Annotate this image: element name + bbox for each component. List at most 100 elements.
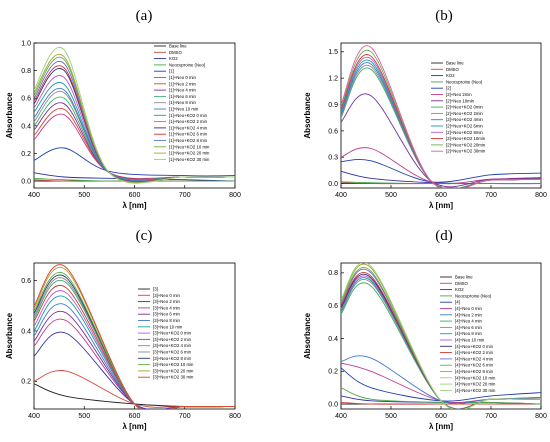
legend-entry: [1]+Neo+KO2 0 min bbox=[169, 113, 208, 118]
legend-entry: [4]+Neo+KO2 2 min bbox=[455, 350, 494, 355]
plot-frame bbox=[33, 262, 236, 410]
y-tick-label: 0.3 bbox=[328, 155, 338, 162]
series-line bbox=[34, 295, 235, 409]
legend-entry: [4]+Neo+KO2 10 min bbox=[455, 375, 496, 380]
series-line bbox=[341, 64, 541, 188]
y-tick-label: 0.8 bbox=[21, 68, 31, 75]
series-line bbox=[34, 267, 235, 409]
legend-entry: [3]+Neo 8 min bbox=[153, 318, 180, 323]
series-line bbox=[341, 59, 541, 188]
panel-label: (d) bbox=[435, 228, 453, 244]
y-tick-label: 1.2 bbox=[328, 76, 338, 83]
panel-label: (b) bbox=[435, 8, 453, 24]
legend-entry: [2]+Neo+KO2 10min bbox=[446, 136, 486, 141]
x-tick-label: 400 bbox=[28, 413, 40, 420]
x-tick-label: 700 bbox=[485, 413, 497, 420]
y-tick-label: 0.0 bbox=[21, 178, 31, 185]
y-tick-label: 0.8 bbox=[328, 270, 338, 277]
legend-entry: [1]+Neo 2 min bbox=[169, 81, 196, 86]
series-line bbox=[34, 383, 235, 408]
legend-entry: [4]+Neo+KO2 0 min bbox=[455, 344, 494, 349]
series-line bbox=[341, 362, 541, 404]
legend-entry: Neocuproine (Neo) bbox=[169, 62, 206, 67]
x-tick-label: 400 bbox=[335, 192, 347, 199]
x-tick-label: 800 bbox=[229, 192, 241, 199]
legend-entry: DMSO bbox=[446, 67, 460, 72]
legend-entry: [1] bbox=[169, 69, 174, 74]
series-line bbox=[34, 272, 235, 409]
y-tick-label: 0.2 bbox=[21, 151, 31, 158]
legend-entry: KO2 bbox=[446, 73, 455, 78]
series-line bbox=[34, 310, 235, 409]
series-line bbox=[34, 290, 235, 409]
legend-entry: [4]+Neo 6 min bbox=[455, 325, 482, 330]
x-tick-label: 500 bbox=[385, 192, 397, 199]
legend-entry: [4]+Neo 10 min bbox=[455, 338, 485, 343]
legend-entry: DMSO bbox=[169, 50, 183, 55]
series-line bbox=[34, 46, 235, 184]
legend-entry: [3]+Neo+KO2 6 min bbox=[153, 350, 192, 355]
legend-entry: [4]+Neo 0 min bbox=[455, 306, 482, 311]
x-tick-label: 500 bbox=[78, 192, 90, 199]
legend-entry: [3]+Neo 4 min bbox=[153, 305, 180, 310]
legend-entry: [1]+Neo+KO2 10 min bbox=[169, 144, 210, 149]
x-tick-label: 500 bbox=[78, 413, 90, 420]
x-tick-label: 600 bbox=[129, 192, 141, 199]
series-line bbox=[341, 45, 541, 188]
series-line bbox=[341, 181, 541, 185]
x-tick-label: 700 bbox=[485, 192, 497, 199]
x-tick-label: 600 bbox=[435, 413, 447, 420]
legend-entry: [3]+Neo+KO2 4 min bbox=[153, 343, 192, 348]
x-tick-label: 400 bbox=[335, 413, 347, 420]
series-line bbox=[341, 49, 541, 188]
legend-entry: Base line bbox=[169, 44, 187, 49]
legend-entry: [2]+Neo+KO2 6min bbox=[446, 124, 483, 129]
legend-entry: [2]+Neo+KO2 0min bbox=[446, 105, 483, 110]
series-line bbox=[341, 263, 541, 409]
y-tick-label: 0.2 bbox=[328, 369, 338, 376]
legend-entry: [3]+Neo+KO2 30 min bbox=[153, 375, 194, 380]
legend-entry: Neocuproine (Neo) bbox=[446, 79, 483, 84]
x-axis-title: λ [nm] bbox=[429, 422, 453, 431]
series-line bbox=[341, 277, 541, 409]
series-line bbox=[341, 401, 541, 405]
legend-entry: [4]+Neo+KO2 6 min bbox=[455, 363, 494, 368]
legend-entry: [4]+Neo 8 min bbox=[455, 331, 482, 336]
x-tick-label: 600 bbox=[435, 192, 447, 199]
legend-entry: [1]+Neo 10 min bbox=[169, 107, 199, 112]
legend-entry: [3]+Neo 6 min bbox=[153, 312, 180, 317]
legend-entry: [4]+Neo+KO2 20 min bbox=[455, 382, 496, 387]
series-line bbox=[341, 93, 541, 188]
y-axis-title: Absorbance bbox=[303, 92, 312, 139]
legend-entry: [3]+Neo+KO2 20 min bbox=[153, 368, 194, 373]
legend-entry: [2]+Neo+KO2 4min bbox=[446, 117, 483, 122]
legend-entry: [3]+Neo 10 min bbox=[153, 324, 183, 329]
legend-entry: [1]+Neo+KO2 30 min bbox=[169, 157, 210, 162]
y-tick-label: 0.4 bbox=[21, 123, 31, 130]
series-line bbox=[341, 355, 541, 404]
series-line bbox=[341, 56, 541, 188]
legend-entry: [1]+Neo+KO2 2 min bbox=[169, 119, 208, 124]
x-tick-label: 800 bbox=[535, 413, 547, 420]
y-tick-label: 0.6 bbox=[21, 278, 31, 285]
legend-entry: [2]+Neo+KO2 8min bbox=[446, 130, 483, 135]
legend-entry: Base line bbox=[455, 275, 473, 280]
legend-entry: [1]+Neo+KO2 8 min bbox=[169, 138, 208, 143]
series-line bbox=[34, 279, 235, 409]
series-line bbox=[34, 370, 235, 408]
panel-0: (a) 400 500 600 700 800 0.0 0.2 0.4 0.6 0.8 1.0 λ [n… bbox=[5, 8, 241, 210]
legend-entry: [1]+Neo+KO2 4 min bbox=[169, 125, 208, 130]
legend-entry: [3]+Neo+KO2 10 min bbox=[153, 362, 194, 367]
legend-entry: [2] bbox=[446, 86, 451, 91]
series-line bbox=[34, 277, 235, 409]
y-tick-label: 0.6 bbox=[21, 96, 31, 103]
x-axis-title: λ [nm] bbox=[123, 422, 147, 431]
legend-entry: [3]+Neo 0 min bbox=[153, 293, 180, 298]
legend-entry: [1]+Neo+KO2 20 min bbox=[169, 151, 210, 156]
series-line bbox=[341, 279, 541, 409]
x-tick-label: 600 bbox=[129, 413, 141, 420]
series-line bbox=[341, 67, 541, 188]
x-axis-title: λ [nm] bbox=[123, 201, 147, 210]
series-line bbox=[341, 272, 541, 409]
